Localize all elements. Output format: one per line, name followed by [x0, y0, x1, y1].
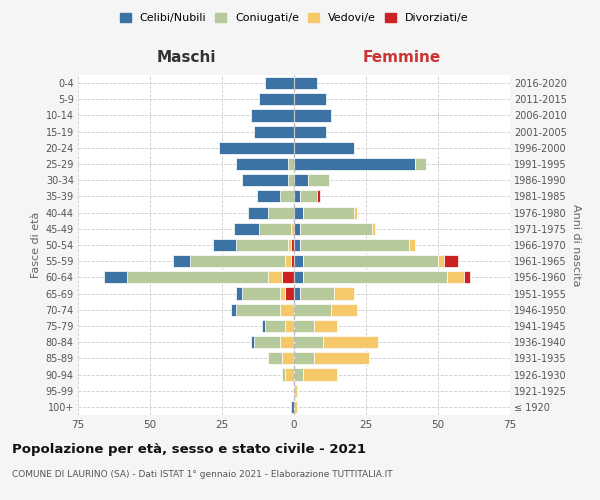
Bar — [254, 336, 280, 348]
Bar — [294, 336, 323, 348]
Bar — [300, 239, 409, 251]
Bar — [283, 272, 294, 283]
Bar — [464, 272, 470, 283]
Bar — [314, 320, 337, 332]
Bar — [294, 174, 308, 186]
Bar — [236, 158, 288, 170]
Bar — [288, 239, 291, 251]
Y-axis label: Fasce di età: Fasce di età — [31, 212, 41, 278]
Bar — [302, 255, 438, 268]
Bar — [294, 401, 297, 413]
Bar — [286, 320, 294, 332]
Bar — [444, 255, 458, 268]
Bar — [233, 222, 259, 235]
Bar — [280, 288, 286, 300]
Bar — [286, 288, 294, 300]
Bar — [291, 222, 294, 235]
Bar — [294, 384, 297, 397]
Bar — [294, 77, 317, 89]
Bar — [294, 352, 314, 364]
Bar — [268, 352, 283, 364]
Bar — [219, 142, 294, 154]
Bar — [286, 255, 291, 268]
Bar — [438, 255, 444, 268]
Bar — [372, 222, 374, 235]
Bar — [415, 158, 427, 170]
Bar — [355, 206, 358, 218]
Bar — [291, 255, 294, 268]
Bar — [104, 272, 127, 283]
Bar — [294, 288, 300, 300]
Bar — [302, 368, 337, 380]
Bar — [265, 320, 286, 332]
Bar — [254, 126, 294, 138]
Bar — [294, 255, 302, 268]
Bar — [127, 272, 268, 283]
Bar — [446, 272, 464, 283]
Bar — [230, 304, 236, 316]
Bar — [236, 288, 242, 300]
Bar — [294, 304, 331, 316]
Bar — [251, 336, 254, 348]
Bar — [294, 190, 300, 202]
Bar — [236, 239, 288, 251]
Bar — [288, 158, 294, 170]
Bar — [280, 336, 294, 348]
Bar — [294, 126, 326, 138]
Bar — [268, 272, 283, 283]
Bar — [190, 255, 286, 268]
Bar — [294, 320, 314, 332]
Bar — [242, 174, 288, 186]
Bar — [291, 239, 294, 251]
Bar — [294, 239, 300, 251]
Bar — [294, 110, 331, 122]
Y-axis label: Anni di nascita: Anni di nascita — [571, 204, 581, 286]
Bar — [294, 272, 302, 283]
Bar — [308, 174, 329, 186]
Bar — [242, 288, 280, 300]
Bar — [302, 206, 355, 218]
Bar — [294, 222, 300, 235]
Bar — [314, 352, 369, 364]
Bar — [236, 304, 280, 316]
Bar — [409, 239, 415, 251]
Bar — [331, 304, 358, 316]
Bar — [294, 93, 326, 106]
Text: Popolazione per età, sesso e stato civile - 2021: Popolazione per età, sesso e stato civil… — [12, 442, 366, 456]
Bar — [288, 174, 294, 186]
Bar — [257, 190, 280, 202]
Bar — [251, 110, 294, 122]
Bar — [317, 190, 320, 202]
Legend: Celibi/Nubili, Coniugati/e, Vedovi/e, Divorziati/e: Celibi/Nubili, Coniugati/e, Vedovi/e, Di… — [119, 12, 469, 23]
Bar — [323, 336, 377, 348]
Bar — [262, 320, 265, 332]
Bar — [214, 239, 236, 251]
Bar — [280, 190, 294, 202]
Bar — [294, 206, 302, 218]
Bar — [173, 255, 190, 268]
Bar — [259, 222, 291, 235]
Text: Femmine: Femmine — [363, 50, 441, 65]
Text: COMUNE DI LAURINO (SA) - Dati ISTAT 1° gennaio 2021 - Elaborazione TUTTITALIA.IT: COMUNE DI LAURINO (SA) - Dati ISTAT 1° g… — [12, 470, 392, 479]
Bar — [283, 352, 294, 364]
Text: Maschi: Maschi — [156, 50, 216, 65]
Bar — [294, 142, 355, 154]
Bar — [294, 158, 415, 170]
Bar — [300, 222, 372, 235]
Bar — [283, 368, 286, 380]
Bar — [334, 288, 355, 300]
Bar — [291, 401, 294, 413]
Bar — [280, 304, 294, 316]
Bar — [300, 288, 334, 300]
Bar — [300, 190, 317, 202]
Bar — [265, 77, 294, 89]
Bar — [302, 272, 446, 283]
Bar — [286, 368, 294, 380]
Bar — [248, 206, 268, 218]
Bar — [268, 206, 294, 218]
Bar — [259, 93, 294, 106]
Bar — [294, 368, 302, 380]
